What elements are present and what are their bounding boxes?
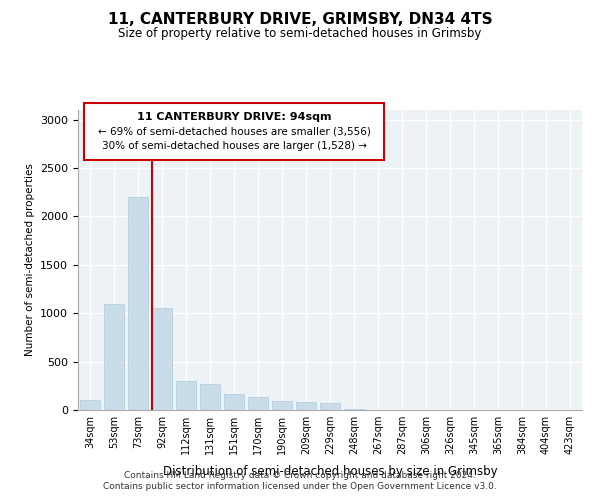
Bar (344, 409, 364, 410)
Bar (224, 394, 244, 410)
Bar (152, 308, 172, 410)
Bar (248, 397, 268, 410)
Bar (296, 402, 316, 410)
Y-axis label: Number of semi-detached properties: Number of semi-detached properties (25, 164, 35, 356)
Bar (128, 197, 148, 410)
Bar (320, 403, 340, 410)
Bar (104, 304, 124, 410)
Text: 30% of semi-detached houses are larger (1,528) →: 30% of semi-detached houses are larger (… (101, 142, 367, 152)
Bar (200, 384, 220, 410)
X-axis label: Distribution of semi-detached houses by size in Grimsby: Distribution of semi-detached houses by … (163, 466, 497, 478)
Text: Size of property relative to semi-detached houses in Grimsby: Size of property relative to semi-detach… (118, 28, 482, 40)
Text: Contains HM Land Registry data © Crown copyright and database right 2024.: Contains HM Land Registry data © Crown c… (124, 471, 476, 480)
Bar (176, 381, 196, 410)
Bar (80, 400, 100, 410)
Bar (272, 401, 292, 410)
Text: 11 CANTERBURY DRIVE: 94sqm: 11 CANTERBURY DRIVE: 94sqm (137, 112, 331, 122)
Text: ← 69% of semi-detached houses are smaller (3,556): ← 69% of semi-detached houses are smalle… (98, 126, 370, 136)
Text: Contains public sector information licensed under the Open Government Licence v3: Contains public sector information licen… (103, 482, 497, 491)
Text: 11, CANTERBURY DRIVE, GRIMSBY, DN34 4TS: 11, CANTERBURY DRIVE, GRIMSBY, DN34 4TS (107, 12, 493, 28)
